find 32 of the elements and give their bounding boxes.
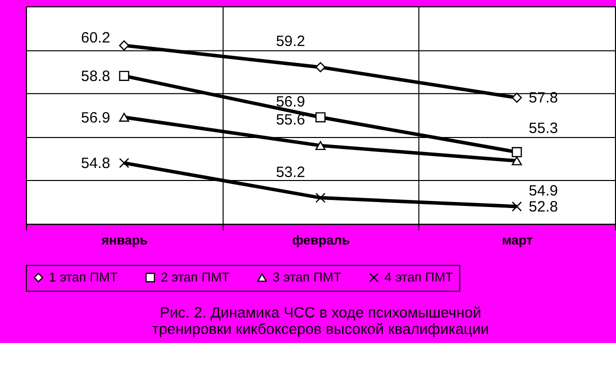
text: Рис. 2. Динамика ЧСС в ходе психомышечной тренировки кикбоксеров высокой квалификации — [152, 304, 489, 338]
data-label: 58.8 — [81, 68, 110, 85]
point — [315, 62, 326, 72]
data-label: 55.3 — [528, 120, 558, 138]
point — [512, 92, 522, 103]
legend-label: 4 этап ПМТ — [384, 270, 454, 285]
point — [119, 70, 130, 81]
data-label: 56.9 — [276, 93, 306, 110]
data-label: 59.2 — [276, 33, 306, 50]
point — [119, 40, 130, 51]
point — [119, 158, 130, 168]
point — [119, 112, 130, 122]
point — [512, 156, 522, 166]
data-label: 57.8 — [528, 90, 558, 107]
data-label: 60.2 — [81, 29, 110, 46]
legend-label: 2 этап ПМТ — [160, 270, 230, 285]
legend-label: 3 этап ПМТ — [272, 270, 342, 285]
data-label: 53.2 — [276, 164, 306, 181]
legend-label: 1 этап ПМТ — [48, 270, 118, 285]
point — [315, 112, 326, 122]
data-label: 54.9 — [528, 182, 558, 200]
point — [315, 141, 326, 150]
point — [512, 147, 522, 158]
data-label: 56.9 — [81, 109, 110, 126]
data-label: 52.8 — [528, 198, 558, 216]
point — [512, 201, 522, 212]
x-tick-label: март — [502, 232, 533, 248]
x-tick-label: февраль — [292, 232, 350, 248]
data-label: 55.6 — [276, 112, 306, 129]
x-tick-label: январь — [101, 232, 148, 248]
point — [315, 192, 326, 203]
data-label: 54.8 — [81, 154, 110, 172]
